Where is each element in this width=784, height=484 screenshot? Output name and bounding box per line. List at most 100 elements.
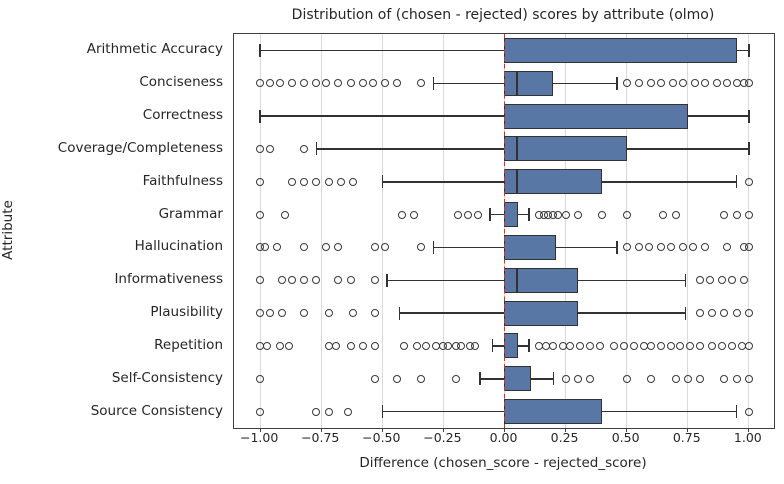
outlier-point — [256, 407, 265, 416]
whisker-cap-high-plausibility — [684, 306, 687, 320]
outlier-point — [344, 407, 353, 416]
gridline — [626, 34, 628, 428]
category-label-informativeness: Informativeness — [114, 271, 223, 288]
outlier-point — [287, 276, 296, 285]
x-tick-label: 0.50 — [611, 430, 640, 445]
outlier-point — [695, 276, 704, 285]
outlier-point — [312, 177, 321, 186]
whisker-cap-low-faithfulness — [381, 175, 384, 189]
x-tick-mark — [259, 428, 261, 432]
outlier-point — [598, 210, 607, 219]
outlier-point — [656, 341, 665, 350]
outlier-point — [412, 341, 421, 350]
outlier-point — [686, 341, 695, 350]
outlier-point — [278, 276, 287, 285]
outlier-point — [324, 177, 333, 186]
outlier-point — [720, 210, 729, 219]
outlier-point — [727, 341, 736, 350]
outlier-point — [688, 243, 697, 252]
box-arithmetic-accuracy — [504, 37, 737, 63]
outlier-point — [454, 210, 463, 219]
outlier-point — [256, 177, 265, 186]
gridline — [259, 34, 261, 428]
outlier-point — [265, 309, 274, 318]
outlier-point — [422, 341, 431, 350]
outlier-point — [334, 79, 343, 88]
outlier-point — [300, 144, 309, 153]
outlier-point — [683, 374, 692, 383]
category-label-grammar: Grammar — [158, 205, 223, 222]
outlier-point — [312, 407, 321, 416]
whisker-cap-high-faithfulness — [735, 175, 738, 189]
outlier-point — [695, 341, 704, 350]
outlier-point — [634, 79, 643, 88]
outlier-point — [695, 309, 704, 318]
outlier-point — [275, 79, 284, 88]
x-tick-label: −1.00 — [239, 430, 279, 445]
outlier-point — [346, 79, 355, 88]
category-label-self-consistency: Self-Consistency — [111, 369, 223, 386]
outlier-point — [324, 309, 333, 318]
x-tick-label: −0.75 — [301, 430, 340, 445]
box-grammar — [504, 202, 518, 228]
outlier-point — [417, 79, 426, 88]
outlier-point — [586, 374, 594, 383]
outlier-point — [300, 177, 309, 186]
gridline — [381, 34, 383, 428]
outlier-point — [368, 79, 377, 88]
outlier-point — [322, 243, 331, 252]
outlier-point — [744, 341, 753, 350]
outlier-point — [656, 243, 665, 252]
outlier-point — [346, 276, 355, 285]
outlier-point — [280, 210, 289, 219]
outlier-point — [666, 243, 675, 252]
whisker-cap-low-conciseness — [432, 76, 435, 90]
outlier-point — [586, 341, 594, 350]
outlier-point — [727, 276, 736, 285]
outlier-point — [256, 309, 265, 318]
outlier-point — [700, 243, 709, 252]
box-conciseness — [504, 70, 554, 96]
category-label-coverage-completeness: Coverage/Completeness — [57, 139, 223, 156]
outlier-point — [744, 309, 753, 318]
outlier-point — [417, 243, 426, 252]
median-informativeness — [515, 267, 518, 293]
gridline — [320, 34, 322, 428]
whisker-cap-high-source-consistency — [735, 405, 738, 419]
outlier-point — [671, 374, 680, 383]
whisker-cap-high-correctness — [748, 109, 750, 123]
outlier-point — [622, 210, 631, 219]
outlier-point — [312, 79, 321, 88]
whisker-cap-low-correctness — [259, 109, 261, 123]
outlier-point — [348, 309, 357, 318]
outlier-point — [561, 374, 570, 383]
whisker-cap-low-hallucination — [432, 240, 435, 254]
gridline — [565, 34, 567, 428]
outlier-point — [265, 79, 274, 88]
outlier-point — [708, 309, 717, 318]
whisker-cap-low-self-consistency — [479, 372, 481, 386]
outlier-point — [720, 374, 729, 383]
outlier-point — [256, 144, 265, 153]
outlier-point — [473, 210, 482, 219]
whisker-cap-high-repetition — [528, 339, 530, 353]
outlier-point — [700, 79, 709, 88]
outlier-point — [573, 210, 582, 219]
outlier-point — [695, 374, 704, 383]
outlier-point — [676, 341, 685, 350]
outlier-point — [456, 341, 465, 350]
whisker-cap-low-arithmetic-accuracy — [259, 43, 261, 57]
outlier-point — [744, 177, 753, 186]
category-label-conciseness: Conciseness — [139, 74, 223, 91]
outlier-point — [678, 79, 687, 88]
whisker-cap-low-source-consistency — [381, 405, 384, 419]
outlier-point — [278, 309, 287, 318]
outlier-point — [348, 177, 357, 186]
outlier-point — [705, 276, 714, 285]
outlier-point — [287, 79, 296, 88]
x-tick-mark — [442, 428, 444, 432]
outlier-point — [713, 79, 722, 88]
outlier-point — [451, 374, 460, 383]
outlier-point — [334, 276, 343, 285]
whisker-cap-low-informativeness — [386, 273, 388, 287]
